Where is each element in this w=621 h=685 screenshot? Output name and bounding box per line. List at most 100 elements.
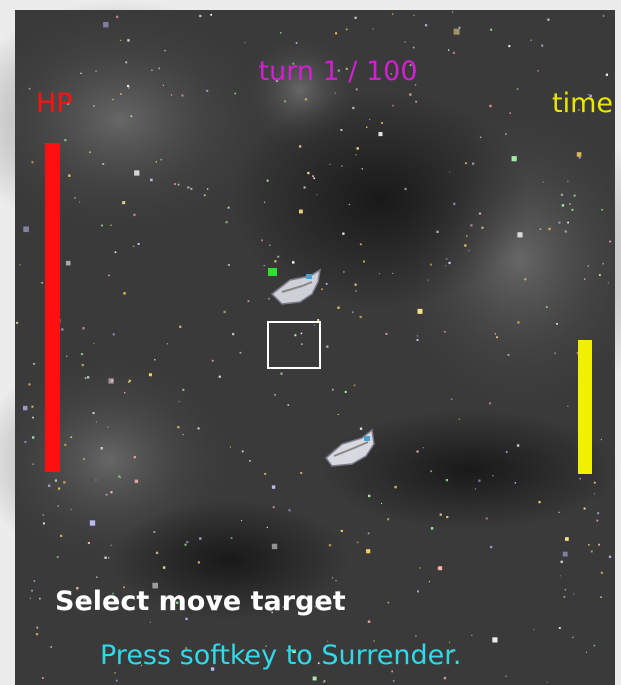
star [122,201,125,204]
star [486,517,488,519]
star [343,271,344,272]
star [356,88,358,90]
turn-counter: turn 1 / 100 [259,56,418,87]
star [417,339,419,341]
star [489,402,491,404]
star [480,136,482,138]
star [287,404,289,406]
star [36,627,38,629]
star [267,180,269,182]
star [594,645,595,646]
star [366,549,370,553]
star [171,94,172,95]
star [440,513,442,515]
star [207,188,208,189]
star [355,290,356,291]
star [307,172,309,174]
star [101,225,103,227]
star [102,163,104,165]
star [231,537,233,539]
star [356,154,357,155]
star [561,194,563,196]
star [316,194,317,195]
star [538,501,540,503]
star [373,28,374,29]
star [606,74,608,76]
star [261,239,263,241]
star [58,505,59,506]
star [381,503,382,504]
star [392,105,394,107]
star [225,221,227,223]
star [492,475,493,476]
star [164,50,165,51]
star [133,246,134,247]
star [241,520,242,521]
star [335,93,336,94]
star [120,40,121,41]
star [326,283,328,285]
star [429,581,430,582]
star [404,188,406,190]
star [96,576,98,578]
star [496,336,498,338]
star [177,426,179,428]
star [36,633,38,635]
star [183,434,184,435]
star [423,447,424,448]
star [106,494,108,496]
star [123,292,125,294]
star [113,333,115,335]
star [356,147,358,149]
star [111,545,112,546]
star [559,627,561,629]
star [360,243,362,245]
star [508,45,510,47]
star [565,537,569,541]
star [321,288,323,290]
hint: Press softkey to Surrender. [100,640,461,671]
star [124,392,125,393]
star [567,406,568,407]
star [274,260,276,262]
star [388,602,389,603]
star [360,316,362,318]
star [81,353,83,355]
star [573,594,574,595]
star [360,428,362,430]
star [33,363,35,365]
star [591,551,593,553]
star [572,637,573,638]
star [446,258,447,259]
star [490,29,492,31]
star [329,544,331,546]
star [366,127,367,128]
star [280,32,281,33]
star [324,680,326,682]
star [93,412,95,414]
star [16,322,18,324]
star [198,427,200,429]
star [445,265,446,266]
star [90,520,95,525]
star [357,541,359,543]
star [23,406,27,410]
star [490,546,492,548]
star [588,265,589,266]
star [444,677,446,679]
star [108,557,110,559]
star [335,580,336,581]
star [79,202,80,203]
star [267,527,268,528]
star [186,541,188,543]
star [561,561,563,563]
star [425,24,427,26]
star [103,22,108,27]
star [556,323,558,325]
star [454,29,460,35]
star [379,273,380,274]
star [565,230,567,232]
star [30,598,31,599]
star [517,88,519,90]
star [393,680,394,681]
